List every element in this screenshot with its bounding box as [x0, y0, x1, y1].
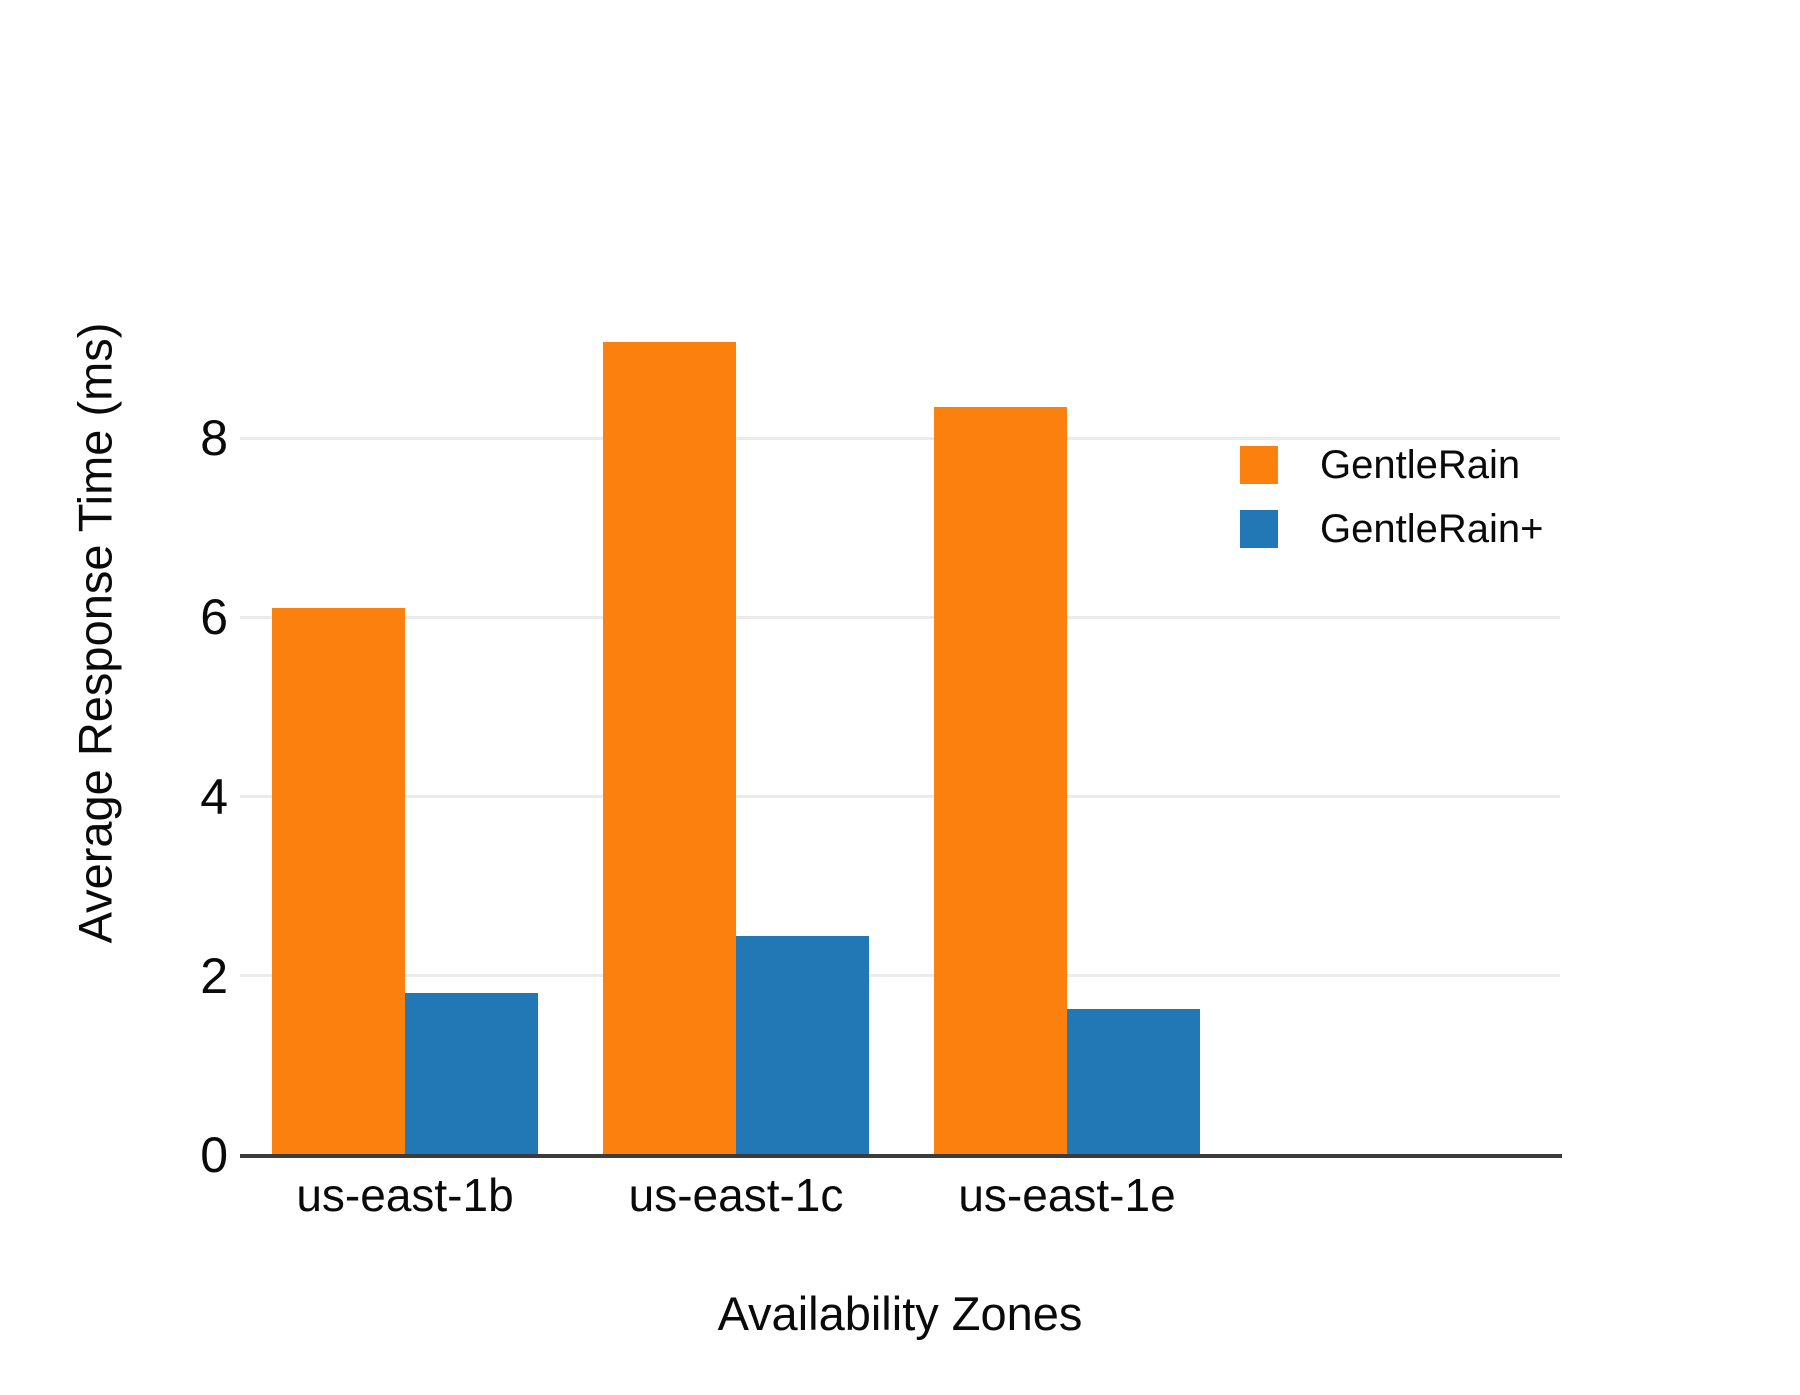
- gridline-y-6: [240, 615, 1560, 619]
- legend-item-gentlerain: GentleRain: [1240, 443, 1543, 487]
- bar-gentlerain-us-east-1c: [603, 342, 736, 1155]
- y-tick-label-2: 2: [200, 947, 228, 1004]
- bar-gentlerain-us-east-1b: [272, 608, 405, 1155]
- y-tick-label-8: 8: [200, 410, 228, 467]
- bar-gentlerain-us-east-1e: [934, 406, 1067, 1155]
- x-tick-label-us-east-1b: us-east-1b: [296, 1169, 514, 1221]
- bar-gentlerain-us-east-1e: [1067, 1008, 1200, 1155]
- y-tick-label-0: 0: [200, 1127, 228, 1183]
- legend-swatch-gentlerain: [1240, 446, 1278, 484]
- legend-item-gentlerain-plus: GentleRain+: [1240, 507, 1544, 551]
- legend-swatch-gentlerain-plus: [1240, 510, 1278, 548]
- x-axis-line: [240, 1154, 1562, 1158]
- y-tick-label-6: 6: [200, 589, 228, 646]
- bar-gentlerain-us-east-1b: [405, 992, 538, 1155]
- gridline-y-8: [240, 436, 1560, 440]
- x-tick-label-us-east-1c: us-east-1c: [628, 1169, 844, 1221]
- y-tick-label-4: 4: [200, 768, 228, 825]
- gridline-y-2: [240, 974, 1560, 978]
- x-tick-label-us-east-1e: us-east-1e: [958, 1169, 1176, 1221]
- gridline-y-4: [240, 795, 1560, 799]
- legend-label-gentlerain-plus: GentleRain+: [1320, 507, 1544, 551]
- legend: GentleRain GentleRain+: [1240, 443, 1544, 574]
- legend-label-gentlerain: GentleRain: [1320, 443, 1521, 487]
- bar-gentlerain-us-east-1c: [736, 936, 869, 1155]
- x-axis-title: Availability Zones: [717, 1287, 1083, 1340]
